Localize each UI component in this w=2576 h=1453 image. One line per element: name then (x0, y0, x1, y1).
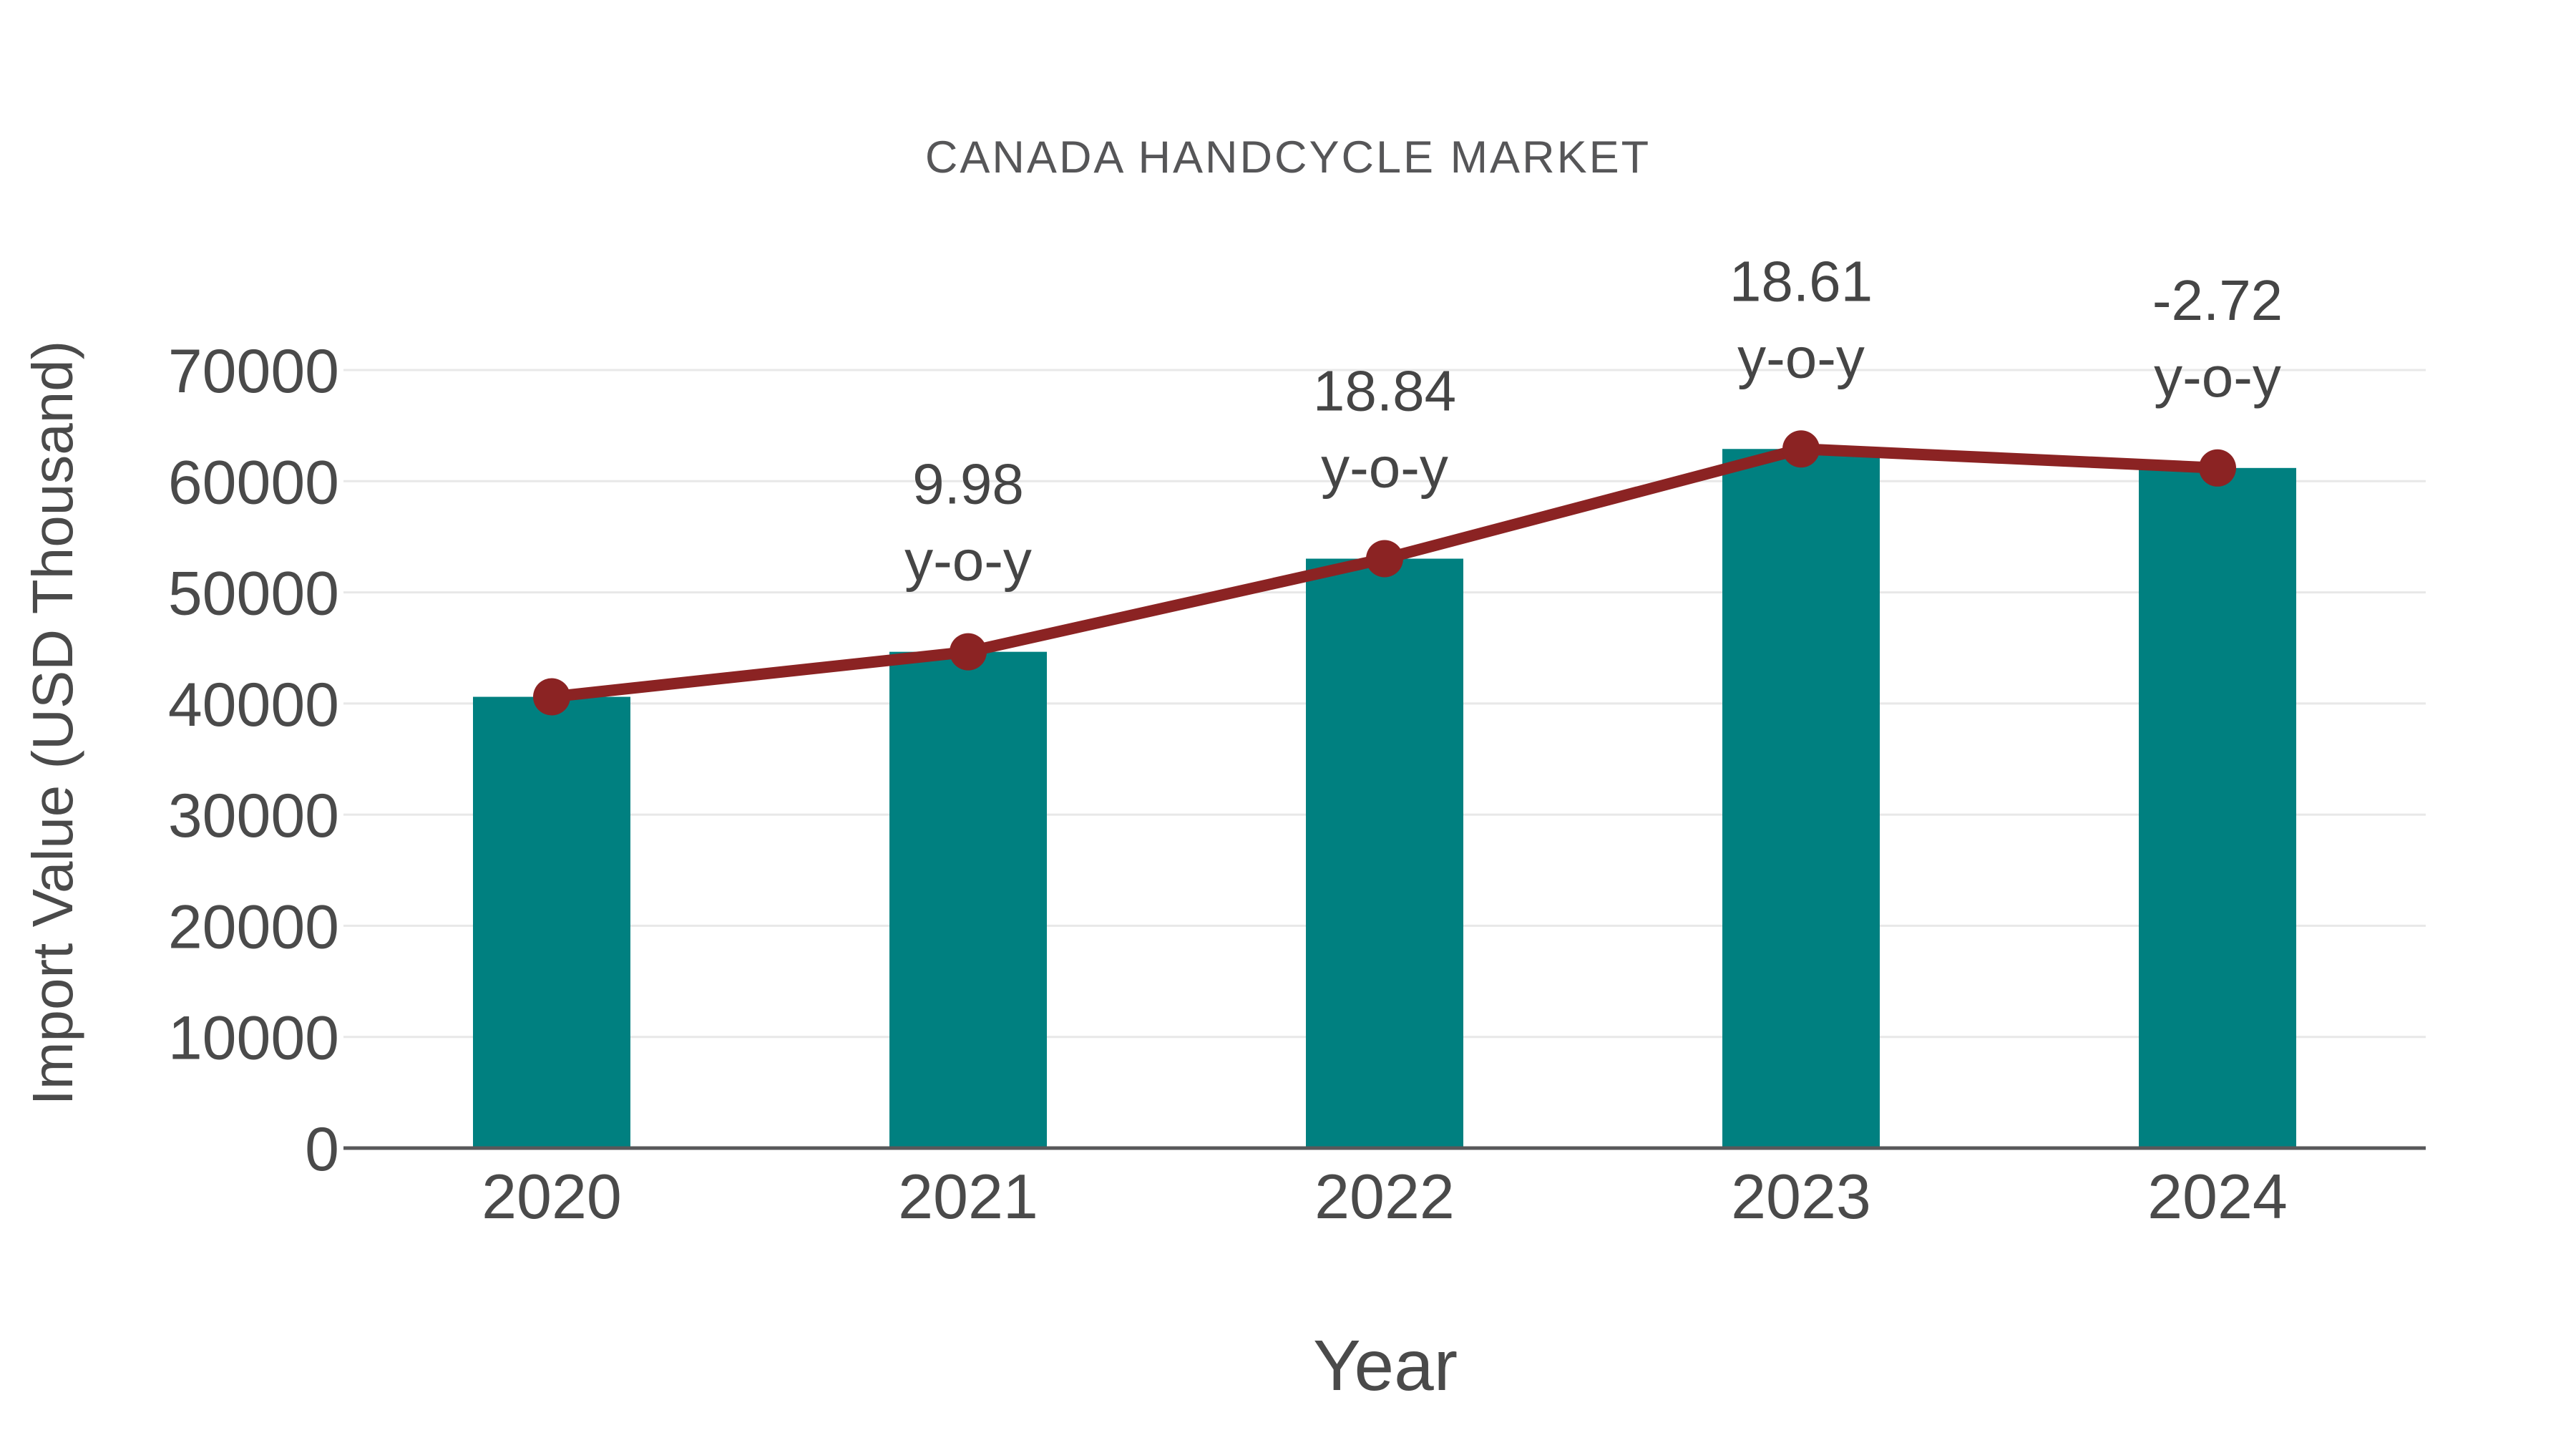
y-axis-title: Import Value (USD Thousand) (21, 341, 84, 1106)
yoy-suffix-label: y-o-y (1737, 326, 1865, 389)
yoy-value-label: 18.61 (1729, 249, 1873, 313)
bar (473, 696, 630, 1148)
bar (1722, 449, 1880, 1148)
line-series (533, 430, 2236, 716)
yoy-value-label: 9.98 (912, 452, 1024, 516)
line-marker (1782, 430, 1820, 468)
line-marker (950, 633, 987, 671)
yoy-suffix-label: y-o-y (904, 529, 1032, 593)
y-tick-label: 50000 (168, 560, 339, 628)
bar (889, 651, 1047, 1148)
axes: 0 10000 20000 30000 40000 50000 60000 70000 2020… (168, 337, 2426, 1232)
line-marker (1366, 540, 1403, 578)
line-marker (2199, 449, 2236, 487)
point-labels: 9.98 y-o-y 18.84 y-o-y 18.61 y-o-y -2.72 y-o-y (904, 249, 2283, 592)
x-tick-label: 2021 (898, 1161, 1038, 1232)
y-tick-label: 0 (305, 1115, 339, 1184)
chart-title: CANADA HANDCYCLE MARKET (925, 132, 1651, 183)
yoy-suffix-label: y-o-y (2154, 345, 2281, 409)
x-axis-title: Year (1313, 1326, 1458, 1406)
x-tick-label: 2024 (2147, 1161, 2288, 1232)
y-tick-label: 20000 (168, 893, 339, 961)
x-tick-label: 2022 (1314, 1161, 1455, 1232)
y-tick-label: 30000 (168, 782, 339, 850)
x-tick-label: 2023 (1731, 1161, 1871, 1232)
yoy-suffix-label: y-o-y (1321, 436, 1448, 500)
y-tick-label: 40000 (168, 671, 339, 739)
yoy-value-label: -2.72 (2152, 268, 2283, 332)
bar (2139, 467, 2296, 1148)
y-tick-label: 60000 (168, 448, 339, 517)
bar-series (473, 449, 2296, 1148)
y-tick-label: 70000 (168, 337, 339, 406)
yoy-value-label: 18.84 (1313, 359, 1456, 423)
line-marker (533, 678, 570, 716)
bar (1306, 558, 1463, 1148)
y-tick-label: 10000 (168, 1004, 339, 1073)
x-tick-label: 2020 (482, 1161, 622, 1232)
